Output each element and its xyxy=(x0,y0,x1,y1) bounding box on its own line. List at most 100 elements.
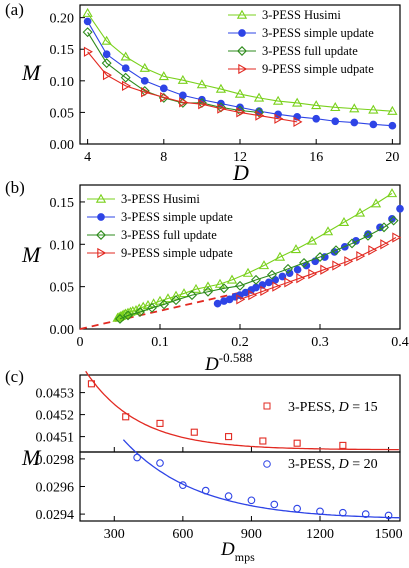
panel-b-point xyxy=(171,295,181,306)
legend-circle-marker xyxy=(263,460,271,468)
panel-a-point xyxy=(350,118,359,127)
panel-a-ytick-label: 0.00 xyxy=(50,138,75,153)
panel-b-point xyxy=(159,299,169,310)
panel-b-point xyxy=(344,256,354,267)
legend-marker xyxy=(97,247,107,259)
panel-a-point xyxy=(139,62,150,72)
panel-c-point-d15 xyxy=(190,428,198,436)
panel-c-bottom-ytick-label: 0.0298 xyxy=(36,453,75,468)
panel-a-point xyxy=(234,88,246,98)
panel-a-point xyxy=(122,80,132,92)
panel-a-point xyxy=(388,121,397,130)
panel-b-point xyxy=(274,251,286,261)
panel-a-point xyxy=(82,7,93,17)
panel-b-point xyxy=(284,277,294,288)
panel-b-point xyxy=(396,204,404,213)
panel-b-xtick-label: 0.1 xyxy=(151,335,169,350)
panel-a-point xyxy=(179,97,189,108)
panel-b-ytick-label: 0.05 xyxy=(50,281,75,296)
panel-a-point xyxy=(369,120,378,129)
panel-b-point xyxy=(115,313,125,324)
panel-b-point xyxy=(320,264,330,275)
panel-a-point xyxy=(255,110,265,121)
panel-b-xtick-label: 0.2 xyxy=(231,335,249,350)
panel-a-point xyxy=(215,83,227,93)
panel-b-point xyxy=(379,222,389,233)
panel-a-point xyxy=(291,97,303,107)
panel-c-ylabel: M xyxy=(21,445,42,470)
panel-b-point xyxy=(248,289,258,301)
panel-b: (b) 0 0.1 0.2 0.3 0.4 0.00 0.05 0.10 0.15 M D-0.… xyxy=(5,178,409,375)
panel-a-xtick-label: 4 xyxy=(84,150,91,165)
panel-b-extrapolation-line xyxy=(79,291,241,330)
panel-a-point xyxy=(236,107,246,118)
panel-b-point xyxy=(118,309,130,319)
legend-label: 3-PESS Husimi xyxy=(121,192,200,206)
panel-b-point xyxy=(363,230,373,241)
panel-b-point xyxy=(219,283,229,294)
panel-a-point xyxy=(158,71,169,81)
panel-b-xtick-label: 0.3 xyxy=(311,335,329,350)
panel-a-xtick-label: 12 xyxy=(233,150,247,165)
panel-b-point xyxy=(170,290,182,300)
panel-a-series-line-2 xyxy=(87,31,260,113)
panel-b-point xyxy=(388,215,399,226)
panel-c-bottom-xtick-label: 1200 xyxy=(306,527,334,542)
panel-b-xtick-label: 0.4 xyxy=(391,335,409,350)
panel-c-point-d20 xyxy=(133,453,141,462)
panel-a-point xyxy=(349,103,360,113)
panel-a-ytick-label: 0.20 xyxy=(50,12,75,27)
panel-b-point xyxy=(368,245,378,256)
panel-b-point xyxy=(148,298,159,308)
panel-b-point xyxy=(187,290,197,301)
panel-b-point xyxy=(386,188,398,198)
panel-c-point-d20 xyxy=(224,492,233,501)
panel-a-ytick-label: 0.15 xyxy=(50,43,75,58)
panel-a-point xyxy=(198,99,208,110)
panel-b-label: (b) xyxy=(5,178,25,197)
panel-b-point xyxy=(267,269,277,280)
legend-label: 3-PESS simple update xyxy=(121,210,233,224)
panel-b-point xyxy=(202,281,214,291)
panel-a-point xyxy=(330,102,341,112)
panel-c-bottom-xtick-label: 600 xyxy=(172,527,193,542)
panel-c-point-d20 xyxy=(201,486,210,495)
legend-marker xyxy=(97,213,105,221)
panel-b-point xyxy=(178,288,190,298)
panel-c-xlabel: Dmps xyxy=(220,539,255,564)
panel-b-point xyxy=(264,278,273,287)
panel-a-point xyxy=(83,17,92,26)
legend-label-d20: 3-PESS, D = 20 xyxy=(288,457,378,472)
panel-b-point xyxy=(331,245,341,256)
panel-b-point xyxy=(308,268,318,280)
panel-c-point-d20 xyxy=(270,500,279,509)
panel-c-legend-d15: 3-PESS, D = 15 xyxy=(263,400,378,415)
panel-c-top-ytick-label: 0.0452 xyxy=(36,409,75,424)
panel-b-ytick-label: 0.10 xyxy=(50,238,75,253)
panel-b-point xyxy=(235,280,245,291)
panel-c-point-d15 xyxy=(259,437,267,445)
panel-a: (a) 4 8 12 16 20 0.00 0.05 0.10 0.15 0.20 M D 3-P… xyxy=(5,0,401,185)
panel-a-point xyxy=(83,46,93,57)
panel-b-point xyxy=(299,257,309,268)
legend-marker xyxy=(238,29,246,37)
panel-a-point xyxy=(120,51,131,61)
panel-a-point xyxy=(101,58,112,69)
panel-b-ytick-label: 0.15 xyxy=(50,196,75,211)
panel-b-point xyxy=(322,226,334,236)
panel-b-point xyxy=(252,283,260,292)
panel-a-point xyxy=(179,91,187,100)
legend-label: 3-PESS Husimi xyxy=(262,8,341,22)
panel-b-xlabel: D-0.588 xyxy=(204,350,252,375)
panel-b-point xyxy=(285,269,294,277)
panel-a-point xyxy=(121,64,130,73)
panel-a-ylabel: M xyxy=(21,60,42,85)
panel-b-point xyxy=(226,274,238,284)
panel-c-label: (c) xyxy=(5,367,24,386)
legend-marker xyxy=(96,230,106,240)
panel-a-point xyxy=(217,103,227,114)
panel-b-point xyxy=(380,239,390,250)
panel-b-point xyxy=(332,260,342,271)
legend-label: 3-PESS full update xyxy=(262,44,358,58)
